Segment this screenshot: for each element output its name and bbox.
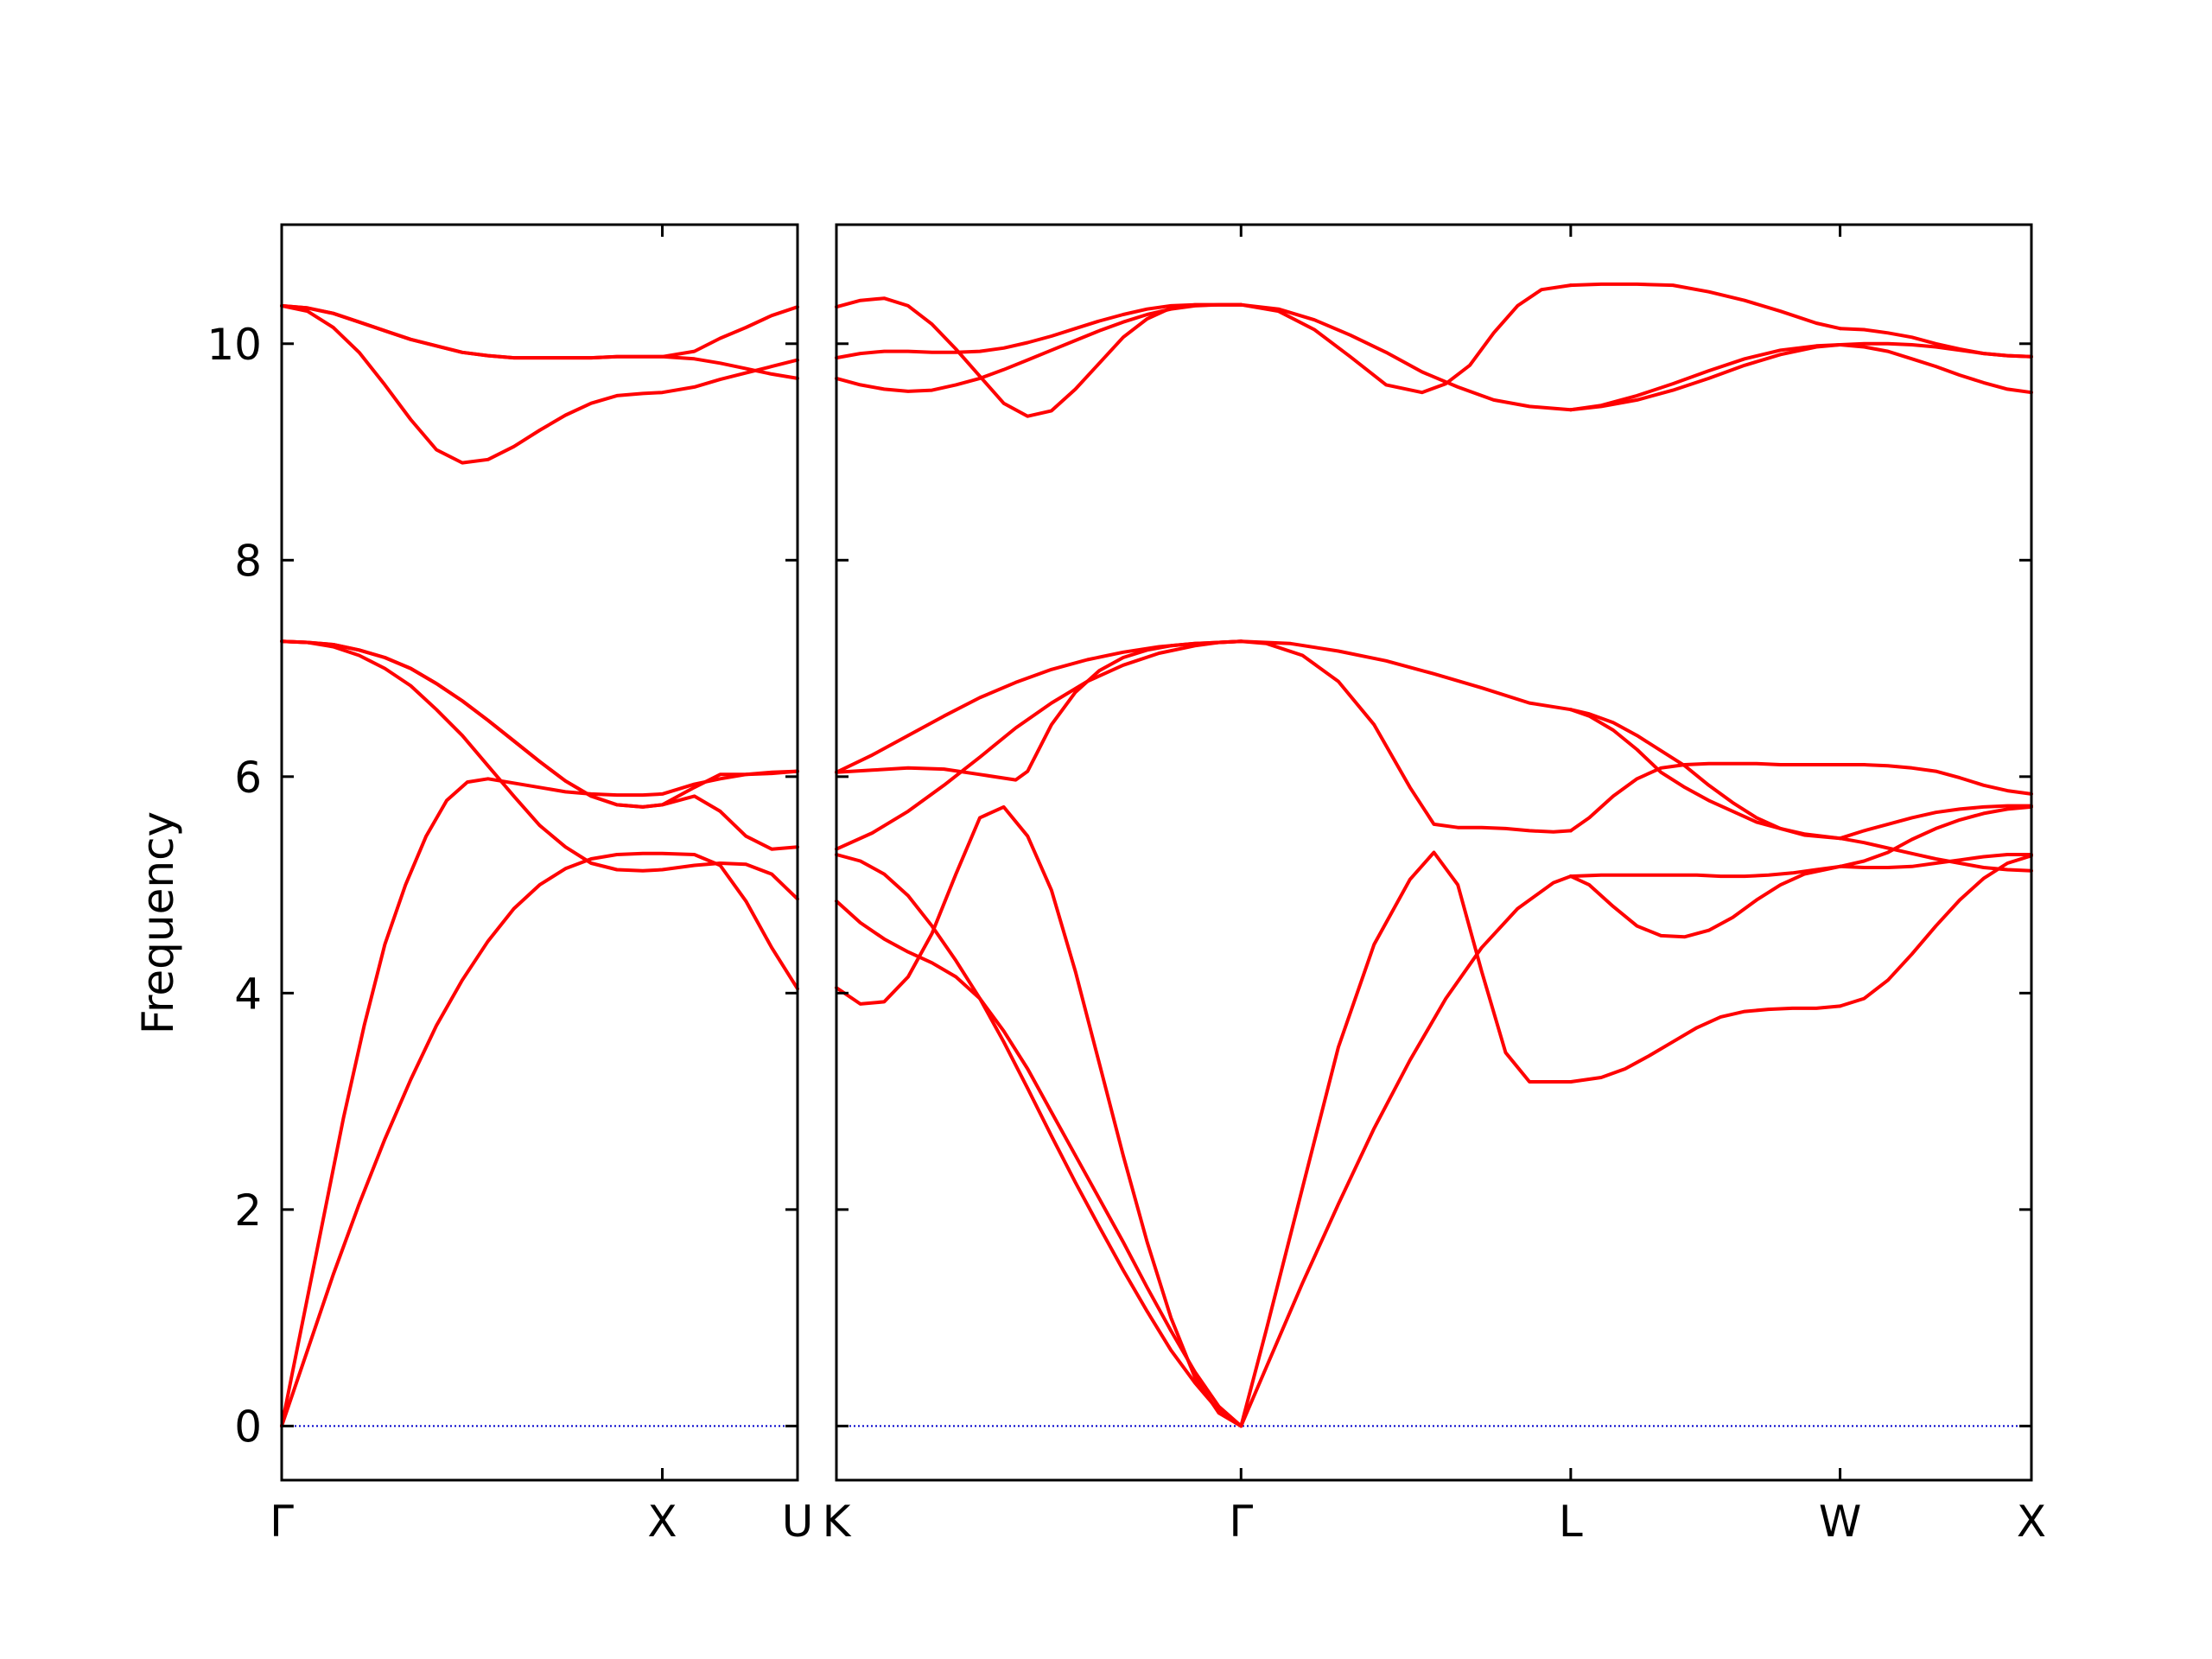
band-line-right-0 [835, 899, 1243, 1428]
band-line-right-10 [1239, 874, 1573, 1428]
band-line-right-2 [835, 804, 1243, 1428]
x-tick-label-W: W [1819, 1497, 1861, 1547]
band-line-right-22 [1568, 343, 1842, 412]
y-axis-title: Frequency [133, 811, 183, 1034]
band-line-right-25 [1838, 804, 2033, 868]
band-line-right-9 [1239, 850, 1573, 1428]
y-tick-label: 6 [234, 753, 262, 803]
y-tick-label: 4 [234, 969, 262, 1019]
band-line-right-14 [1239, 302, 1573, 412]
plot-frame-right [835, 223, 2033, 1482]
band-line-left-2 [280, 639, 799, 901]
band-line-right-23 [1568, 282, 1842, 331]
band-line-right-12 [1239, 639, 1573, 712]
band-line-right-32 [1838, 327, 2033, 359]
band-line-left-4 [280, 639, 799, 851]
y-tick-label: 8 [234, 536, 262, 586]
band-line-right-27 [1838, 836, 2033, 873]
band-line-right-17 [1568, 864, 1842, 939]
x-tick-label-Γ: Γ [1229, 1497, 1253, 1547]
y-tick-label: 10 [207, 320, 262, 370]
band-line-right-28 [1838, 804, 2033, 841]
y-tick-label: 0 [234, 1402, 262, 1452]
band-line-right-29 [1838, 763, 2033, 796]
plot-frame-left [280, 223, 799, 1482]
x-tick-label-L: L [1559, 1497, 1583, 1547]
x-tick-label-Γ: Γ [270, 1497, 294, 1547]
band-line-left-7 [280, 303, 799, 360]
x-tick-label-X: X [647, 1497, 677, 1547]
band-line-right-26 [1838, 853, 2033, 869]
band-line-right-16 [1568, 864, 1842, 879]
band-line-left-5 [280, 303, 799, 465]
band-line-right-1 [835, 853, 1243, 1428]
x-tick-label-K: K [823, 1497, 852, 1547]
band-line-right-15 [1568, 1004, 1842, 1084]
y-tick-label: 2 [234, 1185, 262, 1236]
band-line-right-5 [835, 639, 1243, 774]
x-tick-label-U: U [782, 1497, 814, 1547]
y-axis-tick-labels: 0 2 4 6 8 10 [207, 320, 262, 1452]
band-line-left-0 [280, 851, 799, 1428]
band-line-right-8 [835, 296, 1243, 418]
band-line-right-30 [1838, 343, 2033, 395]
band-line-right-20 [1568, 708, 1842, 841]
band-line-right-11 [1239, 639, 1573, 834]
band-line-right-4 [835, 639, 1243, 851]
band-line-right-21 [1568, 343, 1842, 412]
x-tick-label-X: X [2017, 1497, 2046, 1547]
band-line-right-7 [835, 302, 1243, 360]
band-line-right-13 [1239, 283, 1573, 395]
band-line-right-18 [1568, 761, 1842, 833]
